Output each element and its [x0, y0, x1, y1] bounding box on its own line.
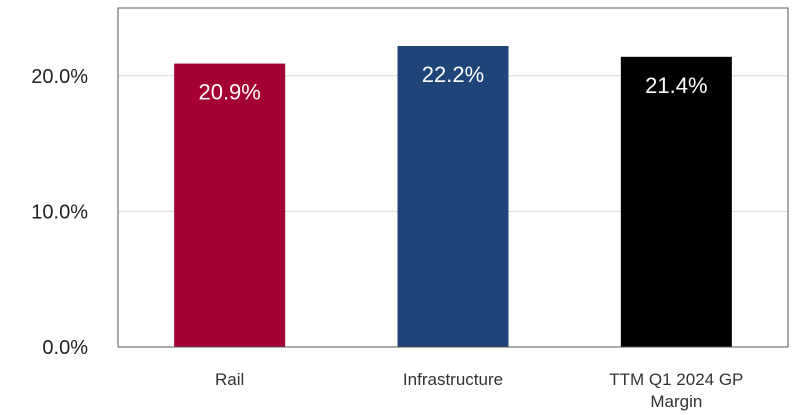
- category-label-line: TTM Q1 2024 GP: [609, 370, 743, 389]
- y-tick-label: 0.0%: [42, 337, 88, 359]
- data-label: 22.2%: [422, 62, 484, 87]
- category-label: Rail: [215, 370, 244, 389]
- bar-infrastructure: [397, 45, 509, 348]
- bars: [174, 45, 732, 348]
- plot-frame: [117, 7, 789, 348]
- category-label: TTM Q1 2024 GP Margin: [609, 370, 743, 411]
- y-axis-tick-labels: 0.0% 10.0% 20.0%: [31, 66, 88, 359]
- x-axis-category-labels: Rail Infrastructure TTM Q1 2024 GP Margin: [215, 370, 743, 411]
- y-tick-label: 20.0%: [31, 66, 88, 88]
- y-tick-label: 10.0%: [31, 201, 88, 223]
- category-label: Infrastructure: [403, 370, 503, 389]
- data-label: 20.9%: [198, 80, 260, 105]
- data-label: 21.4%: [645, 73, 707, 98]
- bar-rail: [174, 63, 286, 347]
- category-label-line: Infrastructure: [403, 370, 503, 389]
- bar-ttm-q1-2024-gp-margin: [620, 56, 732, 347]
- category-label-line: Rail: [215, 370, 244, 389]
- category-label-line: Margin: [650, 392, 702, 411]
- data-labels: 20.9% 22.2% 21.4%: [198, 62, 707, 105]
